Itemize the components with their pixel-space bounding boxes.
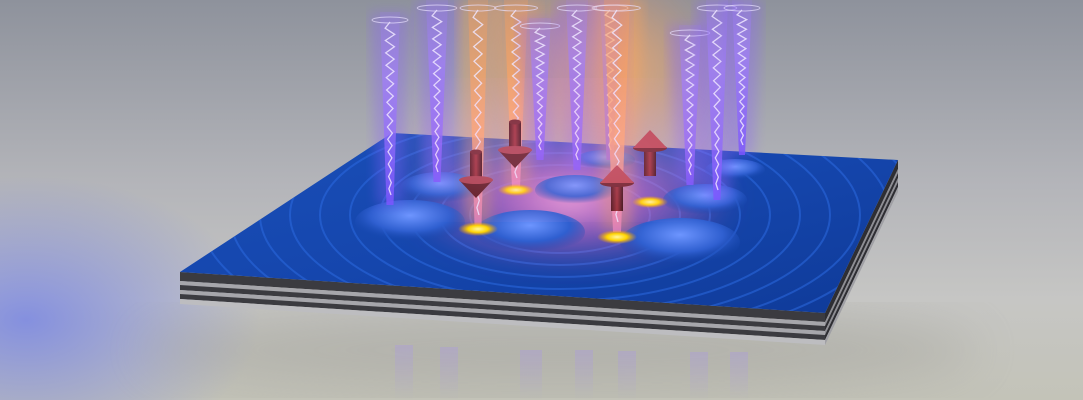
- spot-1: [458, 222, 498, 236]
- bloom: [410, 90, 710, 210]
- spot-3: [597, 230, 637, 244]
- beam-1: [370, 12, 410, 205]
- potential-mounds: [355, 150, 765, 266]
- beam-11: [722, 0, 762, 155]
- slab-layers: [180, 160, 898, 345]
- beam-reflections: [395, 345, 748, 400]
